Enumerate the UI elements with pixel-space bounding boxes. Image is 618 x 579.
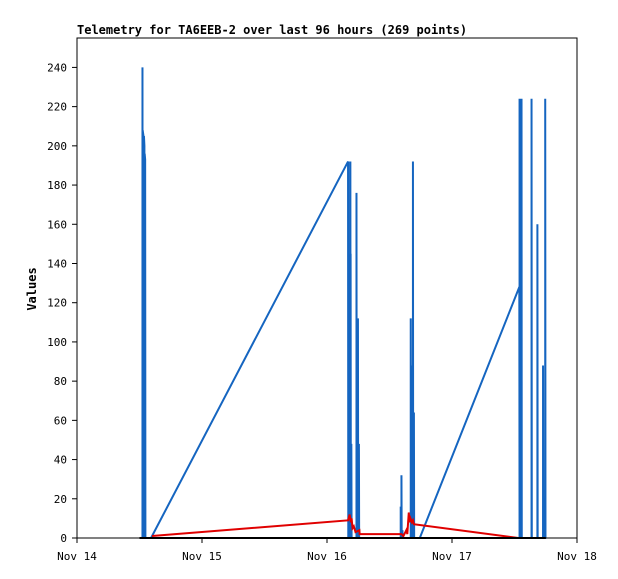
y-axis-label: Values <box>25 267 39 310</box>
x-tick-label: Nov 17 <box>432 550 472 563</box>
series-line-1 <box>151 512 519 539</box>
x-tick-label: Nov 14 <box>57 550 97 563</box>
series-line-0 <box>141 67 547 539</box>
y-tick-label: 20 <box>54 493 67 506</box>
y-tick-label: 220 <box>47 101 67 114</box>
y-tick-label: 100 <box>47 336 67 349</box>
y-tick-label: 60 <box>54 414 67 427</box>
chart-title: Telemetry for TA6EEB-2 over last 96 hour… <box>77 23 467 37</box>
x-tick-label: Nov 18 <box>557 550 597 563</box>
y-tick-label: 0 <box>60 532 67 545</box>
y-tick-label: 140 <box>47 257 67 270</box>
y-axis-ticks: 0 20 40 60 80 100 120 140 160 180 200 220 240 <box>47 61 77 545</box>
y-tick-label: 240 <box>47 61 67 74</box>
x-axis-ticks: Nov 14 Nov 15 Nov 16 Nov 17 Nov 18 <box>57 538 597 563</box>
y-tick-label: 160 <box>47 218 67 231</box>
y-tick-label: 40 <box>54 454 67 467</box>
x-tick-label: Nov 15 <box>182 550 222 563</box>
x-tick-label: Nov 16 <box>307 550 347 563</box>
y-tick-label: 120 <box>47 297 67 310</box>
y-tick-label: 180 <box>47 179 67 192</box>
plot-frame <box>76 37 578 539</box>
y-tick-label: 80 <box>54 375 67 388</box>
y-tick-label: 200 <box>47 140 67 153</box>
